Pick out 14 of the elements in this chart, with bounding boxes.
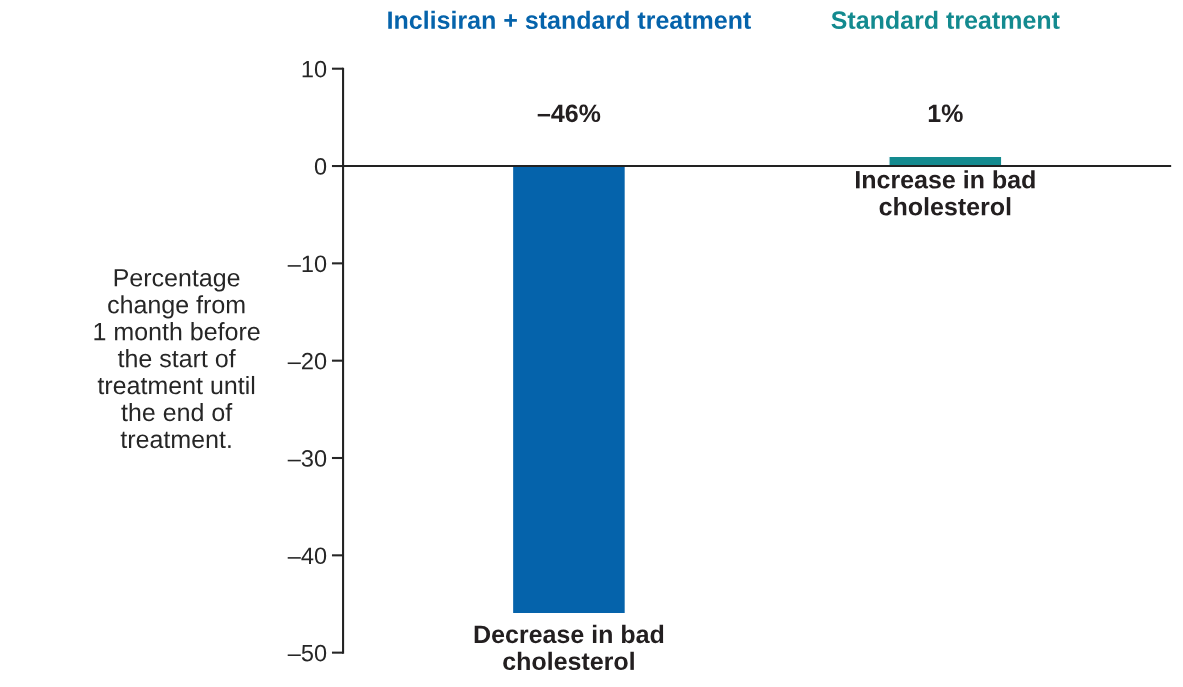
data-label: –46%: [537, 104, 601, 123]
x-tick-label: Standard treatment: [831, 10, 1060, 30]
annotation: Decrease in bad cholesterol: [474, 624, 664, 671]
y-tick-label: 0: [314, 158, 327, 175]
data-label: 1%: [928, 104, 963, 123]
y-tick-label: 10: [302, 60, 327, 78]
y-tick-label: –30: [287, 450, 327, 467]
y-tick-label: –50: [287, 644, 327, 662]
y-tick-label: –40: [287, 547, 327, 565]
x-tick-label: Inclisiran + standard treatment: [388, 10, 751, 30]
y-tick-label: –10: [287, 255, 327, 273]
y-axis-title: Percentage change from 1 month before the start of treatment until the end of treatment.: [94, 269, 260, 449]
annotation: Increase in bad cholesterol: [855, 170, 1035, 216]
y-tick-label: –20: [287, 352, 327, 370]
